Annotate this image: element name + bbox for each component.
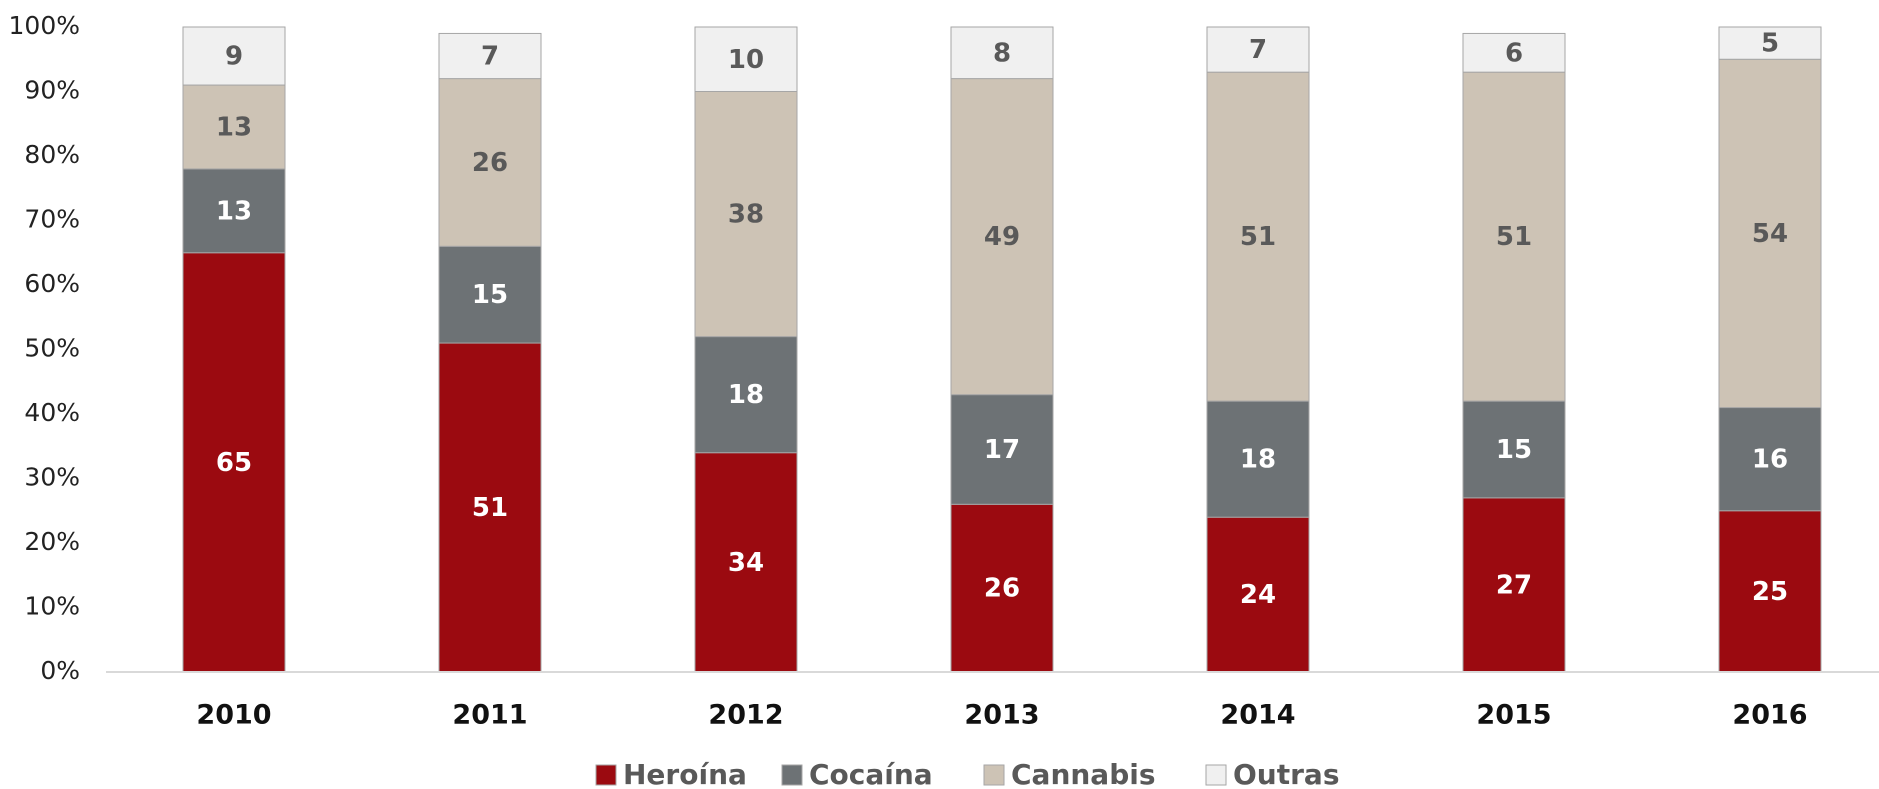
bar-segment (438, 342, 542, 673)
y-tick-label: 0% (40, 656, 80, 685)
y-tick-label: 10% (24, 592, 80, 621)
x-tick-label: 2010 (196, 700, 271, 731)
data-label: 27 (1496, 570, 1532, 600)
data-label: 54 (1752, 219, 1788, 249)
data-label: 9 (225, 42, 243, 72)
y-tick-label: 50% (24, 334, 80, 363)
data-label: 51 (1496, 222, 1532, 252)
y-tick-label: 20% (24, 527, 80, 556)
data-label: 8 (993, 38, 1011, 68)
y-tick-label: 30% (24, 463, 80, 492)
legend-label: Cannabis (1011, 758, 1156, 789)
legend-swatch (781, 764, 803, 786)
x-tick-label: 2013 (964, 700, 1039, 731)
bar-segment (1718, 510, 1822, 673)
data-label: 51 (1240, 222, 1276, 252)
bar-segment (1206, 26, 1310, 73)
data-label: 16 (1752, 445, 1788, 475)
bar-segment (438, 245, 542, 344)
y-tick-label: 80% (24, 140, 80, 169)
legend-swatch (983, 764, 1005, 786)
bar-segment (950, 26, 1054, 80)
data-label: 18 (1240, 445, 1276, 475)
bar-segment (1718, 58, 1822, 409)
y-tick-label: 60% (24, 269, 80, 298)
bar-segment (1206, 71, 1310, 402)
data-label: 65 (216, 448, 252, 478)
data-label: 51 (472, 493, 508, 523)
bar-segment (950, 78, 1054, 396)
bar-segment (182, 168, 286, 254)
bar-segment (182, 26, 286, 86)
data-label: 49 (984, 222, 1020, 252)
y-tick-label: 100% (9, 11, 80, 40)
data-label: 7 (1249, 35, 1267, 65)
bar-segment (1206, 400, 1310, 518)
bar-segment (694, 336, 798, 454)
data-label: 7 (481, 42, 499, 72)
data-label: 38 (728, 200, 764, 230)
bar-segment (1462, 497, 1566, 673)
legend-label: Heroína (623, 758, 747, 789)
bar-segment (438, 32, 542, 80)
data-label: 17 (984, 435, 1020, 465)
data-label: 5 (1761, 29, 1779, 59)
x-tick-label: 2012 (708, 700, 783, 731)
x-tick-label: 2015 (1476, 700, 1551, 731)
data-label: 6 (1505, 38, 1523, 68)
data-label: 24 (1240, 580, 1276, 610)
bar-segment (1718, 407, 1822, 512)
y-tick-label: 70% (24, 205, 80, 234)
y-tick-label: 90% (24, 76, 80, 105)
data-label: 15 (472, 280, 508, 310)
bar-segment (182, 252, 286, 673)
data-label: 26 (984, 574, 1020, 604)
bar-segment (1462, 32, 1566, 73)
data-label: 15 (1496, 435, 1532, 465)
y-tick-label: 40% (24, 398, 80, 427)
bar-segment (438, 78, 542, 247)
x-tick-label: 2011 (452, 700, 527, 731)
bar-segment (694, 26, 798, 92)
data-label: 13 (216, 196, 252, 226)
data-label: 10 (728, 45, 764, 75)
x-tick-label: 2014 (1220, 700, 1295, 731)
bar-segment (1718, 26, 1822, 60)
data-label: 25 (1752, 577, 1788, 607)
bar-segment (1206, 516, 1310, 673)
bar-segment (1462, 71, 1566, 402)
legend-swatch (1205, 764, 1227, 786)
bar-segment (694, 91, 798, 338)
data-label: 26 (472, 148, 508, 178)
legend-label: Outras (1233, 758, 1340, 789)
x-tick-label: 2016 (1732, 700, 1807, 731)
legend-swatch (595, 764, 617, 786)
data-label: 18 (728, 380, 764, 410)
legend-label: Cocaína (809, 758, 933, 789)
data-label: 13 (216, 112, 252, 142)
data-label: 34 (728, 548, 764, 578)
bar-segment (950, 503, 1054, 673)
